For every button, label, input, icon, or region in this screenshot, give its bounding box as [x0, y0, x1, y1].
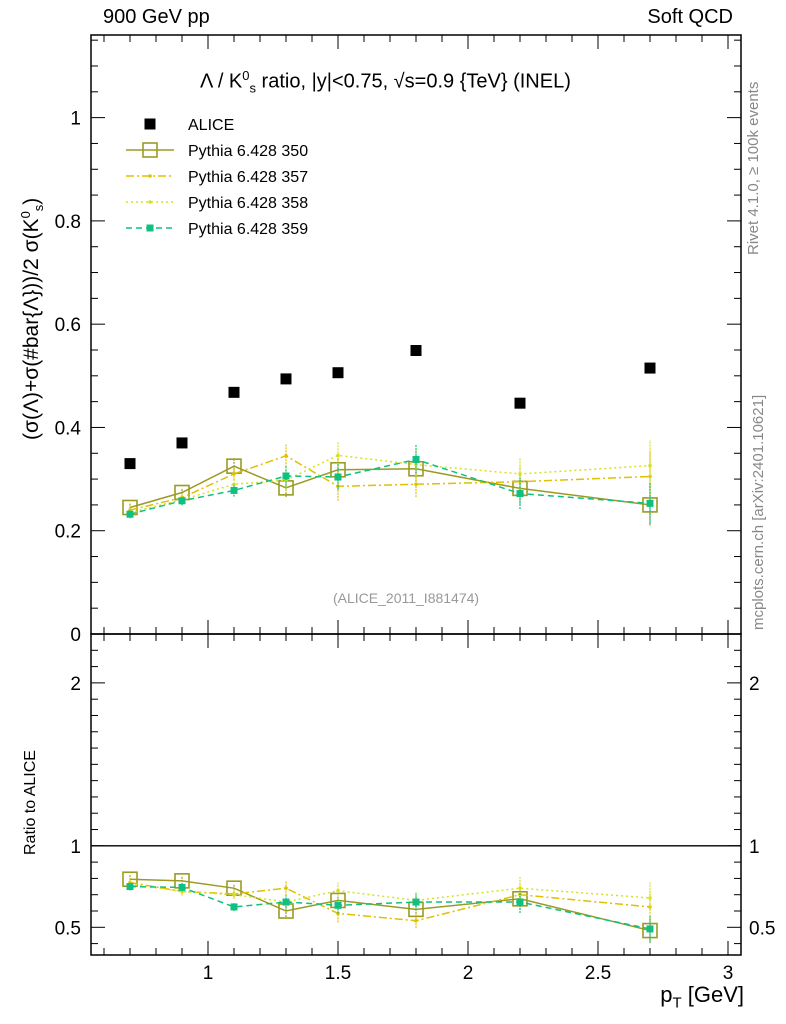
data-point-alice	[280, 373, 292, 385]
data-point-pythia-6-428-357	[284, 454, 288, 458]
ratio-point-pythia-6-428-357	[414, 918, 418, 923]
legend-marker-pythia-6-428-358	[148, 200, 152, 204]
ratio-point-pythia-6-428-359	[412, 898, 420, 906]
legend-marker-pythia-6-428-357	[148, 174, 152, 178]
ratio-point-pythia-6-428-359	[230, 903, 238, 911]
legend-marker-pythia-6-428-359	[146, 224, 154, 232]
ratio-point-pythia-6-428-359	[282, 898, 290, 906]
ratio-point-pythia-6-428-359	[334, 901, 342, 909]
ratio-point-pythia-6-428-357	[336, 911, 340, 916]
y-tick-label: 0.2	[55, 522, 81, 543]
ratio-tick-label-right: 0.5	[749, 918, 775, 939]
y-tick-label: 0.6	[55, 315, 81, 336]
header-left-label: 900 GeV pp	[103, 6, 210, 28]
ratio-point-pythia-6-428-359	[646, 925, 654, 933]
ratio-line-pythia-6-428-359	[129, 885, 651, 930]
ratio-point-pythia-6-428-358	[232, 892, 236, 897]
ratio-tick-label-right: 1	[749, 837, 760, 858]
data-point-alice	[228, 386, 240, 398]
ratio-tick-label-left: 2	[70, 674, 81, 695]
ratio-point-pythia-6-428-357	[284, 886, 288, 890]
legend-marker-pythia-6-428-350	[142, 142, 158, 158]
y-tick-label: 1	[70, 109, 81, 130]
data-point-pythia-6-428-358	[336, 453, 340, 458]
y-tick-label: 0.4	[55, 418, 82, 439]
y-tick-label: 0	[70, 625, 81, 646]
data-point-pythia-6-428-359	[126, 510, 134, 518]
legend-label-pythia-6-428-358: Pythia 6.428 358	[188, 195, 308, 212]
legend-label-pythia-6-428-359: Pythia 6.428 359	[188, 221, 308, 238]
series-line-pythia-6-428-358	[129, 454, 651, 514]
data-point-pythia-6-428-359	[646, 499, 654, 507]
series-line-pythia-6-428-350	[129, 465, 651, 509]
data-point-alice	[410, 345, 422, 357]
data-point-pythia-6-428-359	[334, 473, 342, 481]
data-point-pythia-6-428-359	[178, 497, 186, 505]
chart-title: Λ / K0s ratio, |y|<0.75, √s=0.9 {TeV} (I…	[200, 68, 571, 96]
legend-label-pythia-6-428-357: Pythia 6.428 357	[188, 169, 308, 186]
x-tick-label: 1.5	[325, 963, 351, 984]
ratio-tick-label-left: 0.5	[55, 918, 81, 939]
legend-label-alice: ALICE	[188, 117, 234, 134]
ratio-point-pythia-6-428-359	[516, 898, 524, 906]
ratio-line-pythia-6-428-357	[129, 881, 651, 922]
ratio-line-pythia-6-428-358	[129, 883, 651, 903]
analysis-id-watermark: (ALICE_2011_I881474)	[333, 590, 480, 606]
data-point-pythia-6-428-359	[412, 455, 420, 463]
header-right-label: Soft QCD	[647, 6, 733, 28]
data-point-pythia-6-428-357	[648, 474, 652, 479]
legend-label-pythia-6-428-350: Pythia 6.428 350	[188, 143, 308, 160]
ratio-line-pythia-6-428-350	[129, 878, 651, 932]
ratio-tick-label-left: 1	[70, 837, 81, 858]
data-point-alice	[176, 437, 188, 449]
data-point-alice	[644, 362, 656, 374]
x-tick-label: 3	[723, 963, 734, 984]
ratio-point-pythia-6-428-358	[518, 886, 522, 890]
x-axis-label: pT [GeV]	[660, 982, 744, 1012]
data-point-pythia-6-428-357	[232, 472, 236, 476]
data-point-pythia-6-428-358	[518, 472, 522, 476]
ratio-point-pythia-6-428-358	[648, 896, 652, 900]
series-line-pythia-6-428-359	[129, 458, 651, 515]
x-tick-label: 2.5	[585, 963, 611, 984]
data-point-pythia-6-428-359	[516, 490, 524, 498]
series-line-pythia-6-428-357	[129, 455, 651, 511]
ratio-point-pythia-6-428-359	[178, 883, 186, 891]
data-point-alice	[514, 397, 526, 409]
data-point-alice	[124, 458, 136, 470]
legend-marker-alice	[144, 118, 156, 130]
ratio-point-pythia-6-428-359	[126, 883, 134, 891]
data-point-pythia-6-428-359	[282, 472, 290, 480]
y-tick-label: 0.8	[55, 212, 81, 233]
x-tick-label: 2	[463, 963, 474, 984]
ratio-tick-label-right: 2	[749, 674, 760, 695]
x-tick-label: 1	[203, 963, 214, 984]
data-point-alice	[332, 367, 344, 379]
data-point-pythia-6-428-359	[230, 486, 238, 494]
data-point-pythia-6-428-358	[648, 463, 652, 468]
data-point-pythia-6-428-357	[414, 482, 418, 487]
ratio-point-pythia-6-428-358	[336, 888, 340, 893]
